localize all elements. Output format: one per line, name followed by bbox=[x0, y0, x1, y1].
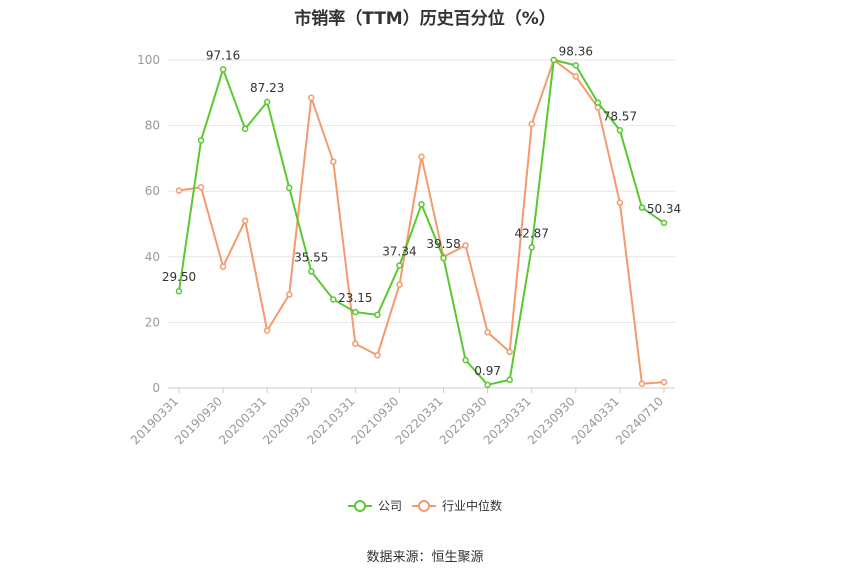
data-point[interactable] bbox=[330, 296, 337, 303]
data-point[interactable] bbox=[374, 311, 381, 319]
data-label: 97.16 bbox=[206, 48, 240, 62]
data-point[interactable] bbox=[418, 153, 425, 161]
data-labels: 29.50 97.16 87.23 35.55 23.15 37.34 39.58 0.97 4… bbox=[162, 44, 681, 377]
data-point[interactable] bbox=[616, 127, 624, 134]
legend-swatch-marker bbox=[418, 500, 430, 512]
legend-item-1[interactable]: 行业中位数 bbox=[412, 498, 502, 513]
data-point[interactable] bbox=[263, 98, 271, 106]
legend-label: 公司 bbox=[378, 499, 402, 513]
data-label: 87.23 bbox=[250, 81, 284, 95]
legend-item-0[interactable]: 公司 bbox=[348, 499, 402, 513]
data-point[interactable] bbox=[263, 327, 271, 334]
series-line-1 bbox=[178, 59, 665, 385]
data-point[interactable] bbox=[241, 125, 249, 133]
y-tick-label: 100 bbox=[137, 53, 160, 67]
data-point[interactable] bbox=[374, 351, 381, 359]
data-label: 23.15 bbox=[338, 291, 372, 305]
data-point[interactable] bbox=[638, 204, 646, 211]
data-point[interactable] bbox=[616, 199, 624, 206]
data-label: 35.55 bbox=[294, 250, 328, 264]
data-point[interactable] bbox=[462, 242, 469, 249]
series-line-0 bbox=[178, 59, 665, 386]
data-point[interactable] bbox=[197, 184, 205, 191]
data-label: 78.57 bbox=[603, 109, 637, 123]
data-point[interactable] bbox=[638, 380, 646, 387]
data-point[interactable] bbox=[572, 73, 580, 80]
source-note: 数据来源：恒生聚源 bbox=[366, 550, 484, 565]
data-point[interactable] bbox=[308, 268, 315, 275]
data-point[interactable] bbox=[506, 348, 513, 356]
grid-lines bbox=[168, 59, 675, 323]
data-point[interactable] bbox=[528, 244, 535, 251]
y-tick-label: 80 bbox=[145, 119, 160, 133]
data-label: 29.50 bbox=[162, 270, 196, 284]
data-point[interactable] bbox=[484, 381, 491, 389]
data-point[interactable] bbox=[330, 158, 337, 165]
data-point[interactable] bbox=[528, 120, 535, 128]
data-label: 39.58 bbox=[426, 237, 460, 251]
data-point[interactable] bbox=[352, 340, 359, 347]
legend[interactable]: 公司 行业中位数 bbox=[348, 498, 502, 513]
data-label: 42.87 bbox=[515, 226, 549, 240]
data-point[interactable] bbox=[660, 378, 668, 386]
data-point[interactable] bbox=[506, 376, 513, 384]
data-point[interactable] bbox=[308, 94, 315, 101]
series-lines bbox=[175, 56, 668, 389]
data-label: 0.97 bbox=[474, 364, 501, 378]
y-tick-label: 20 bbox=[145, 315, 160, 329]
data-label: 98.36 bbox=[559, 44, 593, 58]
data-point[interactable] bbox=[197, 137, 205, 144]
data-point[interactable] bbox=[219, 66, 227, 73]
data-label: 37.34 bbox=[382, 245, 416, 259]
data-point[interactable] bbox=[396, 262, 403, 269]
data-point[interactable] bbox=[418, 201, 425, 208]
y-tick-label: 60 bbox=[145, 184, 160, 198]
data-point[interactable] bbox=[219, 263, 227, 270]
data-point[interactable] bbox=[175, 287, 183, 295]
data-point[interactable] bbox=[241, 217, 249, 224]
data-point[interactable] bbox=[352, 308, 359, 316]
legend-label: 行业中位数 bbox=[442, 498, 502, 513]
data-point[interactable] bbox=[660, 219, 668, 227]
x-tick-label: 20240710 bbox=[613, 394, 666, 447]
data-point[interactable] bbox=[175, 187, 183, 194]
data-label: 50.34 bbox=[647, 202, 681, 216]
y-tick-label: 40 bbox=[145, 250, 160, 264]
data-point[interactable] bbox=[462, 356, 469, 364]
data-point[interactable] bbox=[594, 99, 602, 106]
data-point[interactable] bbox=[484, 328, 491, 336]
legend-swatch-marker bbox=[354, 500, 366, 512]
data-point[interactable] bbox=[440, 254, 447, 262]
data-point[interactable] bbox=[285, 184, 293, 192]
data-point[interactable] bbox=[285, 291, 293, 298]
data-point[interactable] bbox=[572, 62, 580, 69]
data-point[interactable] bbox=[550, 56, 558, 64]
chart-title: 市销率（TTM）历史百分位（%） bbox=[294, 9, 556, 29]
data-point[interactable] bbox=[396, 281, 403, 288]
y-tick-label: 0 bbox=[152, 381, 160, 395]
